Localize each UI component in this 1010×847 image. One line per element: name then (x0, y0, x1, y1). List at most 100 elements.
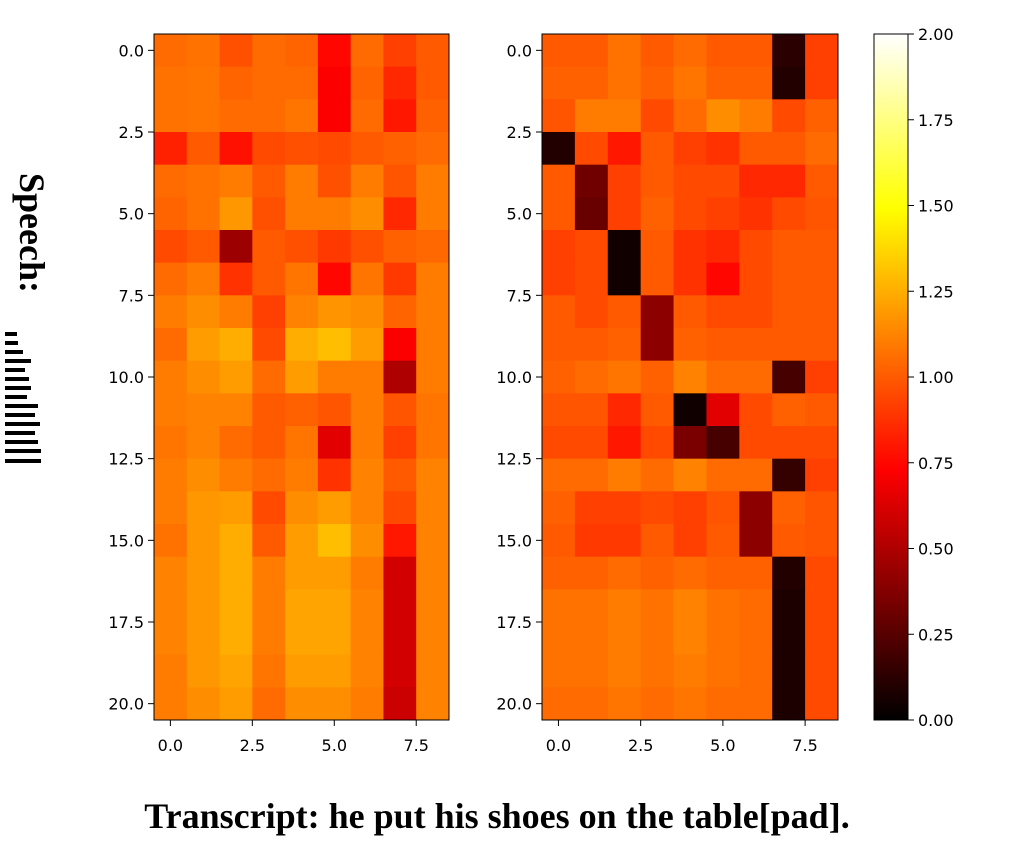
heatmap-cell (574, 197, 609, 231)
heatmap-cell (350, 197, 384, 231)
y-tick-label: 7.5 (507, 286, 532, 305)
heatmap-cell (739, 360, 773, 394)
heatmap-cell (607, 393, 642, 427)
heatmap-cell (739, 654, 773, 688)
heatmap-cell (706, 328, 740, 362)
heatmap-cell (772, 132, 806, 166)
heatmap-cell (154, 491, 188, 525)
heatmap-cell (607, 328, 642, 362)
heatmap-cell (772, 393, 806, 427)
colorbar-tick-label: 1.50 (918, 197, 954, 216)
heatmap-cell (772, 687, 806, 721)
heatmap-cell (673, 295, 707, 329)
heatmap-cell (219, 66, 253, 100)
heatmap-cell (640, 295, 674, 329)
heatmap-cell (252, 34, 286, 68)
heatmap-cell (805, 393, 839, 427)
heatmap-cell (252, 687, 286, 721)
heatmap-cell (607, 589, 642, 623)
heatmap-cell (252, 230, 286, 264)
heatmap-cell (317, 34, 352, 68)
heatmap-cell (673, 34, 707, 68)
heatmap-cell (285, 622, 319, 656)
heatmap-left: 0.0 2.5 5.0 7.5 10.0 12.5 15.0 17.5 20.0 0.0 2.5 5.… (108, 33, 450, 755)
heatmap-cell (772, 426, 806, 460)
heatmap-cell (805, 426, 839, 460)
heatmap-cell (673, 262, 707, 296)
heatmap-cell (252, 295, 286, 329)
heatmap-cell (542, 66, 576, 100)
heatmap-cell (350, 491, 384, 525)
heatmap-cell (186, 34, 220, 68)
heatmap-cell (350, 164, 384, 198)
heatmap-cell (739, 328, 773, 362)
heatmap-cell (252, 99, 286, 133)
speech-label: Speech: (12, 173, 52, 293)
heatmap-cell (706, 556, 740, 590)
heatmap-cell (805, 197, 839, 231)
heatmap-cell (317, 458, 352, 492)
heatmap-cell (383, 295, 417, 329)
heatmap-cell (350, 589, 384, 623)
heatmap-cell (219, 34, 253, 68)
y-tick-label: 17.5 (496, 613, 532, 632)
heatmap-cell (252, 262, 286, 296)
heatmap-cell (383, 164, 417, 198)
heatmap-cell (252, 589, 286, 623)
heatmap-cell (640, 66, 674, 100)
heatmap-cell (350, 556, 384, 590)
heatmap-cell (252, 654, 286, 688)
heatmap-cell (607, 426, 642, 460)
heatmap-cell (252, 556, 286, 590)
heatmap-cell (542, 622, 576, 656)
heatmap-cell (673, 197, 707, 231)
heatmap-cell (350, 295, 384, 329)
heatmap-cell (154, 360, 188, 394)
heatmap-cell (673, 328, 707, 362)
heatmap-cell (186, 262, 220, 296)
heatmap-cell (383, 99, 417, 133)
heatmap-cell (673, 458, 707, 492)
heatmap-cell (542, 654, 576, 688)
heatmap-cell (574, 393, 609, 427)
heatmap-cell (542, 556, 576, 590)
heatmap-cell (186, 295, 220, 329)
heatmap-cell (739, 524, 773, 558)
heatmap-cell (574, 99, 609, 133)
heatmap-cell (739, 622, 773, 656)
heatmap-cell (739, 426, 773, 460)
heatmap-cell (706, 99, 740, 133)
heatmap-cell (607, 458, 642, 492)
x-tick-label: 5.0 (710, 736, 735, 755)
heatmap-cell (706, 295, 740, 329)
heatmap-cell (772, 360, 806, 394)
heatmap-cell (186, 524, 220, 558)
heatmap-cell (350, 34, 384, 68)
heatmap-cell (154, 66, 188, 100)
heatmap-cell (706, 426, 740, 460)
heatmap-cell (640, 34, 674, 68)
heatmap-cell (673, 491, 707, 525)
heatmap-cell (673, 393, 707, 427)
heatmap-cell (252, 164, 286, 198)
heatmap-cell (416, 262, 450, 296)
heatmap-cell (350, 524, 384, 558)
heatmap-cell (805, 34, 839, 68)
heatmap-cell (640, 491, 674, 525)
heatmap-cell (805, 328, 839, 362)
heatmap-cell (607, 230, 642, 264)
heatmap-cell (805, 589, 839, 623)
heatmap-cell (416, 328, 450, 362)
heatmap-cell (317, 197, 352, 231)
heatmap-cell (317, 556, 352, 590)
heatmap-cell (383, 360, 417, 394)
heatmap-cell (383, 132, 417, 166)
heatmap-cell (317, 426, 352, 460)
colorbar-tick-label: 1.00 (918, 368, 954, 387)
heatmap-cell (154, 34, 188, 68)
heatmap-cell (285, 426, 319, 460)
y-tick-label: 2.5 (507, 123, 532, 142)
heatmap-cell (317, 654, 352, 688)
heatmap-cell (706, 524, 740, 558)
heatmap-cell (219, 230, 253, 264)
